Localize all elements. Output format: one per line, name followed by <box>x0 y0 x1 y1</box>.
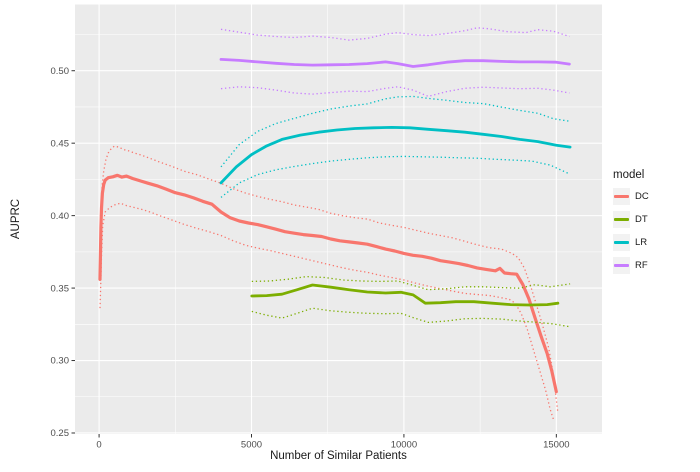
gridlines-minor <box>75 4 602 434</box>
y-tick-label: 0.30 <box>51 356 70 367</box>
legend-key-line-icon <box>614 195 629 198</box>
x-tick-label: 15000 <box>543 440 569 451</box>
legend-key-line-icon <box>614 218 629 221</box>
legend-label-rf: RF <box>635 260 648 271</box>
legend-item-lr: LR <box>613 234 649 251</box>
plot-panel <box>75 4 602 434</box>
legend-key-line-icon <box>614 264 629 267</box>
series-DC <box>98 145 559 420</box>
legend-key-dc <box>613 188 630 205</box>
series-RF-band-upper <box>220 27 570 41</box>
series-DC-band-upper <box>99 145 559 414</box>
series-LR-band-upper <box>220 95 571 168</box>
y-tick-label: 0.25 <box>51 428 70 439</box>
legend: model DC DT LR RF <box>613 169 649 280</box>
legend-key-line-icon <box>614 241 629 244</box>
series-DC-line <box>98 173 558 394</box>
legend-key-dt <box>613 211 630 228</box>
legend-key-rf <box>613 257 630 274</box>
series-RF-line <box>219 58 571 68</box>
x-tick-label: 0 <box>96 440 101 451</box>
legend-label-dc: DC <box>635 191 649 202</box>
legend-label-dt: DT <box>635 214 648 225</box>
legend-item-dc: DC <box>613 188 649 205</box>
series-LR <box>219 95 572 198</box>
axis-tick-labels: 0.25 0.30 0.35 0.40 0.45 0.50 0 5000 10000 15000 <box>51 66 570 451</box>
series-LR-line <box>219 126 572 185</box>
x-axis-title: Number of Similar Patients <box>270 450 407 462</box>
legend-item-dt: DT <box>613 211 649 228</box>
y-tick-label: 0.40 <box>51 211 70 222</box>
y-tick-label: 0.50 <box>51 66 70 77</box>
legend-title: model <box>613 169 645 181</box>
series-DT <box>250 275 571 328</box>
gridlines-major <box>75 4 602 434</box>
x-tick-label: 10000 <box>391 440 417 451</box>
series-RF <box>219 27 571 98</box>
y-tick-label: 0.35 <box>51 283 70 294</box>
y-axis-title: AUPRC <box>10 198 22 240</box>
axis-ticks <box>71 70 557 438</box>
series-DT-line <box>250 283 560 307</box>
legend-item-rf: RF <box>613 257 649 274</box>
legend-key-lr <box>613 234 630 251</box>
x-tick-label: 5000 <box>241 440 262 451</box>
legend-label-lr: LR <box>635 237 648 248</box>
series-RF-band-lower <box>220 86 570 98</box>
legend-items: DC DT LR RF <box>613 188 649 274</box>
y-tick-label: 0.45 <box>51 138 70 149</box>
